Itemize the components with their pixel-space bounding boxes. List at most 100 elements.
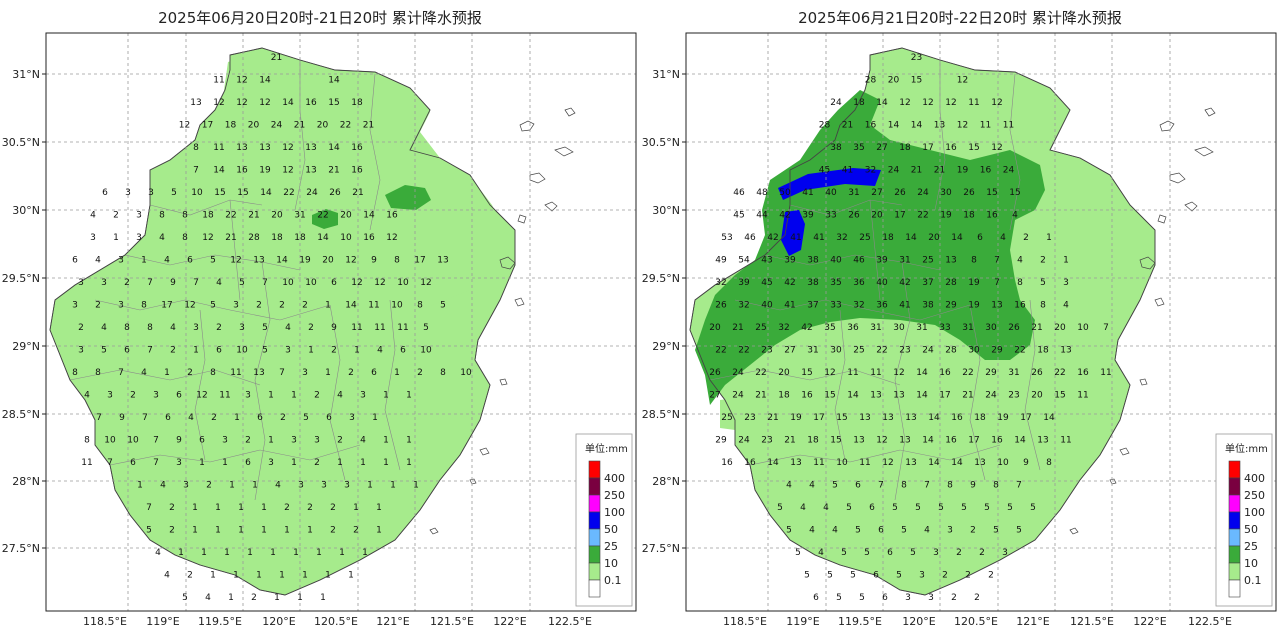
precip-value: 14 [328,76,340,86]
precip-value: 5 [182,593,188,603]
legend-color-swatch [588,477,601,496]
precip-value: 19 [259,166,271,176]
precip-value: 6 [72,256,78,266]
precip-value: 18 [778,391,790,401]
precip-value: 2 [245,436,251,446]
county-boundary [1024,299,1041,471]
longitude-label: 121°E [376,615,409,628]
precip-value: 9 [170,278,176,288]
precip-value: 2 [956,548,962,558]
county-boundary [894,261,911,501]
precip-value: 1 [268,436,274,446]
precip-value: 3 [239,323,245,333]
precip-value: 21 [767,413,778,423]
precip-value: 14 [928,413,940,423]
precip-value: 10 [460,368,472,378]
precip-value: 8 [193,143,199,153]
longitude-label: 120.5°E [954,615,998,628]
precip-value: 8 [1040,301,1046,311]
legend-color-swatch [588,545,601,564]
precip-value: 2 [1023,233,1029,243]
precip-value: 5 [786,526,792,536]
precip-value: 28 [865,76,877,86]
precip-value: 31 [848,188,859,198]
precip-value: 54 [738,256,750,266]
precip-value: 20 [709,323,721,333]
latitude-label: 30.5°N [2,136,40,149]
precip-value: 11 [351,323,362,333]
precip-value: 14 [317,233,329,243]
island-outline [544,201,558,212]
island-outline [1157,214,1167,224]
precip-value: 14 [213,166,225,176]
precip-value: 5 [262,346,268,356]
precip-value: 15 [911,76,922,86]
precip-value: 2 [256,301,262,311]
precip-value: 5 [101,346,107,356]
precip-value: 18 [899,143,911,153]
precip-value: 21 [755,391,766,401]
precip-value: 12 [213,98,224,108]
precip-value: 21 [294,121,305,131]
precip-value: 5 [836,593,842,603]
precip-value: 2 [302,301,308,311]
precip-value: 20 [1054,323,1066,333]
legend-level-label: 100 [604,506,625,519]
legend-color-swatch [588,460,601,479]
precip-value: 36 [847,323,859,333]
precip-value: 8 [993,481,999,491]
precip-value: 12 [957,76,968,86]
precip-value: 11 [397,323,408,333]
precip-value: 15 [830,436,841,446]
precip-value: 30 [830,346,842,356]
legend-color-swatch [588,528,601,547]
legend-level-label: 100 [1244,506,1265,519]
precip-value: 3 [153,391,159,401]
precip-value: 10 [391,301,403,311]
right-panel-title: 2025年06月21日20时-22日20时 累计降水预报 [798,9,1122,27]
precip-value: 5 [423,323,429,333]
precip-value: 8 [1046,458,1052,468]
precip-value: 16 [865,121,877,131]
precip-value: 26 [715,301,727,311]
precip-value: 16 [980,166,992,176]
precip-value: 10 [305,278,317,288]
precip-value: 28 [945,278,957,288]
precip-value: 32 [853,301,864,311]
precip-value: 35 [853,143,864,153]
island-outline [554,146,574,157]
legend-color-swatch [1228,562,1241,581]
precip-value: 27 [871,188,882,198]
precip-value: 2 [337,436,343,446]
precip-value: 8 [394,256,400,266]
precip-value: 3 [344,481,350,491]
precip-value: 4 [786,481,792,491]
legend-level-label: 0.1 [604,574,622,587]
island-outline [1139,256,1156,270]
precip-value: 2 [942,571,948,581]
precip-value: 22 [715,346,726,356]
precip-value: 1 [367,481,373,491]
precip-value: 12 [882,458,893,468]
precip-value: 27 [784,346,795,356]
precip-value: 21 [271,53,282,63]
precip-value: 18 [974,413,986,423]
precip-value: 3 [1002,548,1008,558]
legend-color-swatch [1228,477,1241,496]
precip-value: 1 [406,391,412,401]
precip-value: 16 [939,368,951,378]
precip-value: 4 [155,548,161,558]
precip-value: 14 [916,391,928,401]
precip-region-3 [778,168,881,200]
precip-value: 13 [899,436,910,446]
precip-value: 1 [137,481,143,491]
precip-value: 6 [199,436,205,446]
precip-value: 10 [282,278,294,288]
precip-value: 5 [1040,278,1046,288]
longitude-label: 119.5°E [198,615,242,628]
precip-value: 1 [325,571,331,581]
precip-value: 5 [859,593,865,603]
precip-value: 24 [306,188,318,198]
precip-value: 21 [911,166,922,176]
precip-value: 7 [1016,481,1022,491]
